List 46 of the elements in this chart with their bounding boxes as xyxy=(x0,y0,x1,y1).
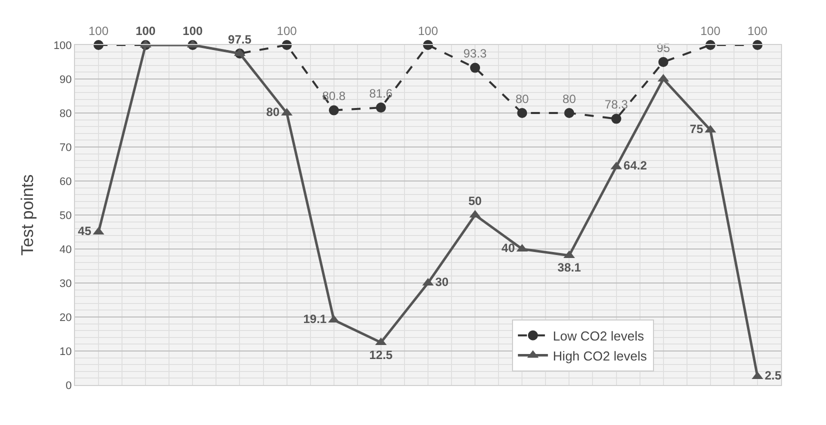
data-label: 100 xyxy=(276,24,298,38)
y-tick-label: 10 xyxy=(60,346,72,358)
y-tick-label: 30 xyxy=(60,278,72,290)
data-label: 75 xyxy=(690,122,704,136)
point xyxy=(328,105,339,116)
y-tick-label: 90 xyxy=(60,74,72,86)
data-label: 50 xyxy=(468,194,482,208)
data-label: 100 xyxy=(182,24,203,38)
y-tick-label: 40 xyxy=(60,244,72,256)
data-label: 78.3 xyxy=(604,98,628,112)
data-label: 45 xyxy=(78,224,92,238)
data-label: 64.2 xyxy=(624,158,648,173)
data-label: 80 xyxy=(266,105,280,119)
y-tick-label: 50 xyxy=(60,210,72,222)
data-label: 2.5 xyxy=(764,368,782,382)
legend-label: Low CO2 levels xyxy=(552,328,644,344)
data-label: 80 xyxy=(562,92,576,106)
data-label: 80 xyxy=(515,92,530,106)
y-tick-label: 20 xyxy=(60,312,72,324)
y-tick-label: 70 xyxy=(60,142,72,154)
data-label: 80.8 xyxy=(322,89,346,104)
point xyxy=(564,108,574,118)
point xyxy=(517,108,528,118)
data-label: 97.5 xyxy=(228,32,252,46)
y-tick-label: 0 xyxy=(66,380,72,392)
data-label: 100 xyxy=(418,24,438,38)
data-label: 93.3 xyxy=(463,46,488,61)
data-label: 19.1 xyxy=(303,312,327,326)
legend-label: High CO2 levels xyxy=(552,348,648,364)
y-axis-title: Test points xyxy=(18,174,37,256)
point xyxy=(658,57,668,67)
point xyxy=(376,102,386,113)
data-label: 100 xyxy=(88,24,109,38)
data-label: 12.5 xyxy=(369,348,393,362)
y-tick-label: 80 xyxy=(60,108,72,120)
data-label: 38.1 xyxy=(558,260,582,275)
data-label: 30 xyxy=(435,275,449,289)
y-tick-label: 100 xyxy=(53,40,72,52)
data-label: 100 xyxy=(700,24,721,38)
point xyxy=(470,62,480,73)
data-label: 40 xyxy=(502,241,516,255)
data-label: 100 xyxy=(747,24,768,38)
y-tick-label: 60 xyxy=(60,176,72,188)
data-label: 100 xyxy=(136,24,156,38)
data-label: 81.6 xyxy=(369,86,393,100)
point xyxy=(611,114,622,124)
